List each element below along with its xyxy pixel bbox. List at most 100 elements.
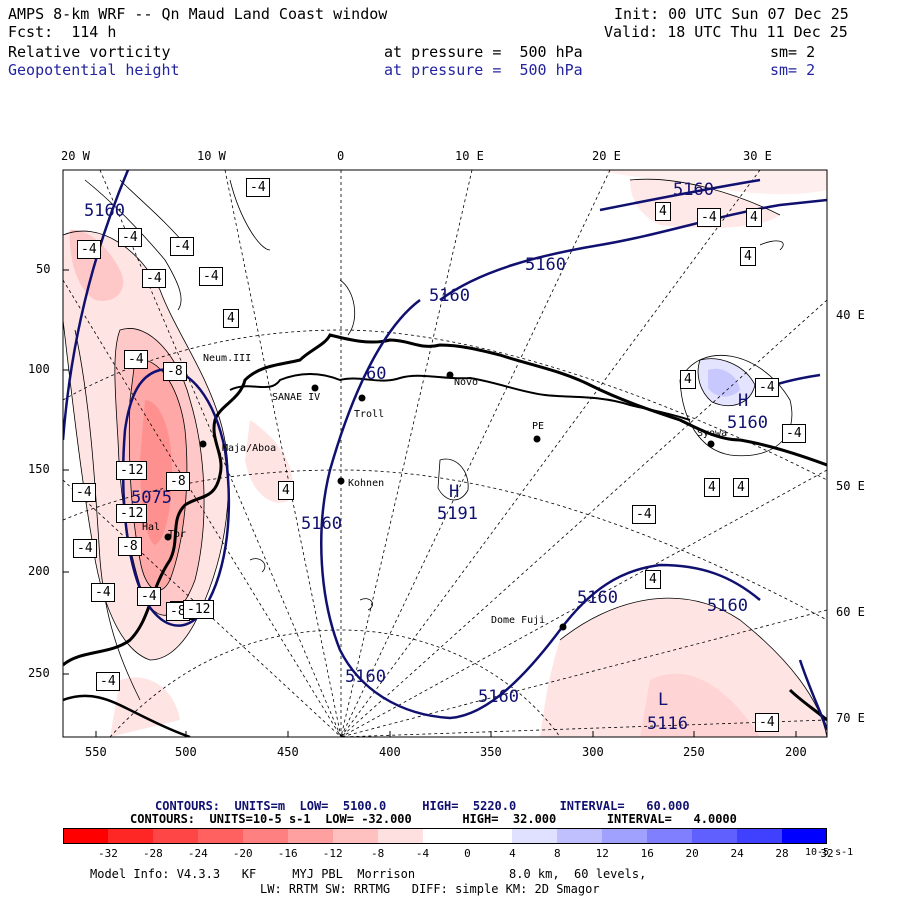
map-title: AMPS 8-km WRF -- Qn Maud Land Coast wind… bbox=[8, 5, 388, 23]
top-lon-label: 30 E bbox=[743, 149, 772, 163]
colorbar-swatch bbox=[782, 828, 828, 844]
colorbar-label: -28 bbox=[142, 847, 163, 860]
low-value: 5075 bbox=[131, 488, 172, 508]
colorbar-label: 0 bbox=[464, 847, 471, 860]
colorbar-swatch bbox=[287, 828, 334, 844]
colorbar-swatch bbox=[602, 828, 648, 844]
station-label: Syowa bbox=[697, 428, 728, 439]
station-label: Novo bbox=[454, 377, 479, 388]
vorticity-contour-label: 4 bbox=[645, 570, 661, 589]
high-marker: H bbox=[449, 482, 460, 502]
high-value: 5191 bbox=[437, 504, 478, 524]
colorbar-units: 10-5 s-1 bbox=[805, 847, 854, 858]
vorticity-contour-label: -4 bbox=[246, 178, 270, 197]
height-contour-info: CONTOURS: UNITS=m LOW= 5100.0 HIGH= 5220… bbox=[155, 799, 690, 813]
high-marker: H bbox=[738, 391, 749, 411]
low-value: 5116 bbox=[647, 714, 688, 734]
colorbar-swatch bbox=[512, 828, 558, 844]
vorticity-contour-label: -12 bbox=[116, 461, 148, 480]
field1-smoothing: sm= 2 bbox=[770, 43, 816, 61]
station-label: Dome Fuji bbox=[491, 615, 546, 626]
field2-smoothing: sm= 2 bbox=[770, 61, 816, 79]
colorbar-label: -20 bbox=[232, 847, 253, 860]
vorticity-contour-label: -4 bbox=[632, 505, 656, 524]
bottom-axis-label: 500 bbox=[175, 745, 197, 759]
map-frame bbox=[62, 169, 828, 738]
colorbar-label: 12 bbox=[595, 847, 609, 860]
vorticity-contour-label: -4 bbox=[96, 672, 120, 691]
right-lon-label: 40 E bbox=[836, 308, 865, 322]
left-axis-label: 250 bbox=[28, 666, 50, 680]
height-contour-label: 5160 bbox=[429, 286, 470, 306]
right-lon-label: 60 E bbox=[836, 605, 865, 619]
colorbar-swatch bbox=[737, 828, 783, 844]
right-lon-label: 70 E bbox=[836, 711, 865, 725]
ice-shelf-edge bbox=[229, 373, 691, 421]
station-label: Hal bbox=[142, 522, 161, 533]
height-contour-label: 5160 bbox=[84, 201, 125, 221]
vorticity-contour-label: -4 bbox=[755, 713, 779, 732]
valid-time: Valid: 18 UTC Thu 11 Dec 25 bbox=[604, 23, 848, 41]
colorbar-label: 32 bbox=[820, 847, 834, 860]
height-contour-label: 60 bbox=[366, 364, 387, 384]
bottom-axis-label: 450 bbox=[277, 745, 299, 759]
top-lon-label: 0 bbox=[337, 149, 345, 163]
station-label: Troll bbox=[354, 409, 385, 420]
vorticity-contour-label: -4 bbox=[755, 378, 779, 397]
vorticity-contour-label: -4 bbox=[170, 237, 194, 256]
init-time: Init: 00 UTC Sun 07 Dec 25 bbox=[614, 5, 849, 23]
left-axis-label: 150 bbox=[28, 462, 50, 476]
colorbar-label: 4 bbox=[509, 847, 516, 860]
top-lon-label: 20 E bbox=[592, 149, 621, 163]
height-contour-label: 5160 bbox=[301, 514, 342, 534]
top-lon-label: 10 E bbox=[455, 149, 484, 163]
colorbar-label: 16 bbox=[640, 847, 654, 860]
left-axis-label: 50 bbox=[36, 262, 51, 276]
bottom-axis-label: 350 bbox=[480, 745, 502, 759]
model-info: Model Info: V4.3.3 KF MYJ PBL Morrison 8… bbox=[90, 867, 647, 881]
colorbar-swatch bbox=[557, 828, 603, 844]
coastline-southwest bbox=[63, 694, 191, 737]
vorticity-contour-label: 4 bbox=[223, 309, 239, 328]
colorbar-label: 8 bbox=[554, 847, 561, 860]
vorticity-contour-label: 4 bbox=[278, 481, 294, 500]
forecast-hour: Fcst: 114 h bbox=[8, 23, 117, 41]
vorticity-contour-label: -4 bbox=[199, 267, 223, 286]
vorticity-contour-label: -4 bbox=[142, 269, 166, 288]
low-marker: L bbox=[658, 690, 669, 710]
colorbar-swatch bbox=[152, 828, 199, 844]
vorticity-contour-label: -8 bbox=[166, 472, 190, 491]
model-info-physics: LW: RRTM SW: RRTMG DIFF: simple KM: 2D S… bbox=[260, 882, 600, 896]
field2-name: Geopotential height bbox=[8, 61, 180, 79]
vorticity-contour-info: CONTOURS: UNITS=10-5 s-1 LOW= -32.000 HI… bbox=[130, 812, 737, 826]
coastline-east bbox=[788, 688, 827, 722]
colorbar-swatch bbox=[377, 828, 424, 844]
vorticity-contour-label: -4 bbox=[137, 587, 161, 606]
height-contour-label: 5160 bbox=[707, 596, 748, 616]
height-contour-label: 5160 bbox=[727, 413, 768, 433]
station-label: Neum.III bbox=[203, 353, 252, 364]
colorbar-frame bbox=[63, 828, 827, 844]
colorbar-label: 28 bbox=[775, 847, 789, 860]
colorbar-label: -8 bbox=[370, 847, 385, 860]
right-lon-label: 50 E bbox=[836, 479, 865, 493]
vorticity-contour-label: 4 bbox=[746, 208, 762, 227]
height-contour-label: 5160 bbox=[577, 588, 618, 608]
vorticity-contour-label: -4 bbox=[91, 583, 115, 602]
vorticity-contour-label: 4 bbox=[740, 247, 756, 266]
vorticity-contour-label: -4 bbox=[73, 539, 97, 558]
vorticity-contour-label: -12 bbox=[116, 504, 148, 523]
colorbar-label: -12 bbox=[322, 847, 343, 860]
station-label: PE bbox=[532, 421, 545, 432]
station-label: Tor bbox=[168, 529, 187, 540]
bottom-axis-label: 250 bbox=[683, 745, 705, 759]
field2-level: at pressure = 500 hPa bbox=[384, 61, 583, 79]
field1-name: Relative vorticity bbox=[8, 43, 171, 61]
station-dots bbox=[164, 371, 715, 631]
vorticity-contour-label: -8 bbox=[163, 362, 187, 381]
axis-ticks bbox=[63, 269, 797, 737]
height-contour-label: 5160 bbox=[478, 687, 519, 707]
colorbar-label: -32 bbox=[98, 847, 118, 860]
